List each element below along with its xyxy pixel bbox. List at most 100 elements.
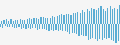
- Bar: [107, 8, 108, 24]
- Bar: [5, 24, 6, 26]
- Bar: [31, 19, 32, 24]
- Bar: [36, 18, 37, 24]
- Bar: [23, 24, 24, 28]
- Bar: [7, 24, 8, 27]
- Bar: [100, 6, 102, 24]
- Bar: [113, 24, 114, 41]
- Bar: [46, 24, 47, 30]
- Bar: [47, 18, 48, 24]
- Bar: [17, 20, 18, 24]
- Bar: [99, 24, 100, 39]
- Bar: [66, 14, 67, 24]
- Bar: [10, 19, 12, 24]
- Bar: [54, 17, 55, 24]
- Bar: [65, 24, 66, 31]
- Bar: [45, 18, 46, 24]
- Bar: [13, 21, 14, 24]
- Bar: [60, 24, 61, 30]
- Bar: [90, 24, 91, 39]
- Bar: [57, 16, 58, 24]
- Bar: [77, 12, 78, 24]
- Bar: [24, 20, 25, 24]
- Bar: [40, 17, 42, 24]
- Bar: [119, 5, 120, 24]
- Bar: [43, 17, 44, 24]
- Bar: [53, 24, 54, 31]
- Bar: [35, 24, 36, 28]
- Bar: [85, 24, 87, 36]
- Bar: [62, 24, 63, 31]
- Bar: [68, 14, 69, 24]
- Bar: [61, 14, 62, 24]
- Bar: [73, 13, 74, 24]
- Bar: [15, 20, 16, 24]
- Bar: [74, 24, 75, 33]
- Bar: [112, 9, 113, 24]
- Bar: [9, 24, 10, 27]
- Bar: [3, 20, 5, 24]
- Bar: [72, 24, 73, 33]
- Bar: [91, 8, 92, 24]
- Bar: [12, 24, 13, 27]
- Bar: [38, 19, 39, 24]
- Bar: [102, 24, 103, 40]
- Bar: [42, 24, 43, 29]
- Bar: [80, 13, 81, 24]
- Bar: [117, 9, 118, 24]
- Bar: [108, 24, 110, 37]
- Bar: [82, 10, 83, 24]
- Bar: [0, 24, 1, 27]
- Bar: [84, 12, 85, 24]
- Bar: [37, 24, 38, 30]
- Bar: [96, 10, 97, 24]
- Bar: [8, 21, 9, 24]
- Bar: [110, 6, 111, 24]
- Bar: [104, 24, 105, 37]
- Bar: [32, 24, 33, 28]
- Bar: [95, 24, 96, 39]
- Bar: [67, 24, 68, 32]
- Bar: [69, 24, 70, 34]
- Bar: [58, 24, 59, 31]
- Bar: [2, 24, 3, 28]
- Bar: [76, 24, 77, 34]
- Bar: [59, 15, 60, 24]
- Bar: [97, 24, 98, 41]
- Bar: [111, 24, 112, 40]
- Bar: [39, 24, 40, 29]
- Bar: [52, 16, 53, 24]
- Bar: [51, 24, 52, 30]
- Bar: [6, 19, 7, 24]
- Bar: [18, 24, 20, 27]
- Bar: [30, 24, 31, 29]
- Bar: [50, 18, 51, 24]
- Bar: [81, 24, 82, 35]
- Bar: [98, 8, 99, 24]
- Bar: [93, 9, 95, 24]
- Bar: [118, 24, 119, 41]
- Bar: [78, 24, 80, 36]
- Bar: [28, 24, 29, 28]
- Bar: [92, 24, 93, 37]
- Bar: [70, 15, 72, 24]
- Bar: [25, 24, 27, 29]
- Bar: [106, 24, 107, 39]
- Bar: [14, 24, 15, 28]
- Bar: [29, 18, 30, 24]
- Bar: [1, 21, 2, 24]
- Bar: [21, 24, 22, 29]
- Bar: [103, 9, 104, 24]
- Bar: [89, 11, 90, 24]
- Bar: [16, 24, 17, 28]
- Bar: [87, 9, 88, 24]
- Bar: [55, 24, 57, 30]
- Bar: [27, 19, 28, 24]
- Bar: [88, 24, 89, 40]
- Bar: [20, 19, 21, 24]
- Bar: [115, 24, 117, 43]
- Bar: [105, 11, 106, 24]
- Bar: [33, 18, 35, 24]
- Bar: [22, 20, 23, 24]
- Bar: [83, 24, 84, 36]
- Bar: [75, 13, 76, 24]
